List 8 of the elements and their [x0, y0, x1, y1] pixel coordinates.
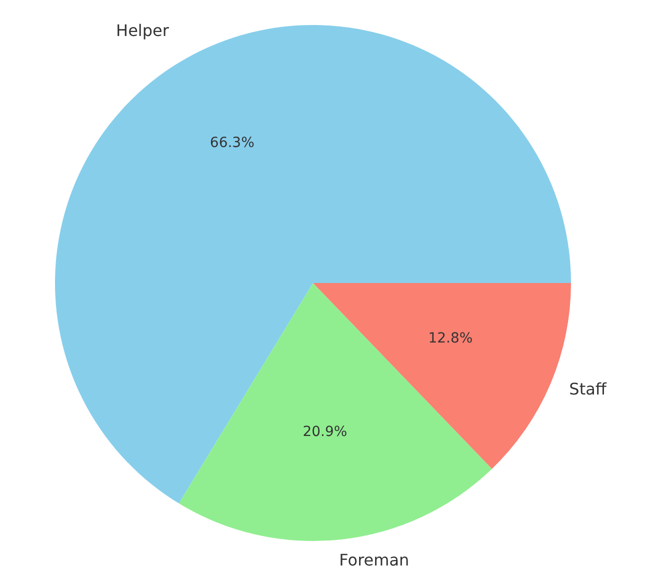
slice-label: Helper	[116, 21, 170, 40]
pie-slice	[178, 283, 492, 541]
slice-label: Staff	[569, 380, 608, 399]
data-label: 12.8%	[428, 330, 473, 347]
data-label: 20.9%	[302, 424, 348, 440]
data-label: 66.3%	[210, 135, 254, 152]
slice-label: Foreman	[339, 550, 410, 570]
pie-slice	[55, 25, 571, 504]
